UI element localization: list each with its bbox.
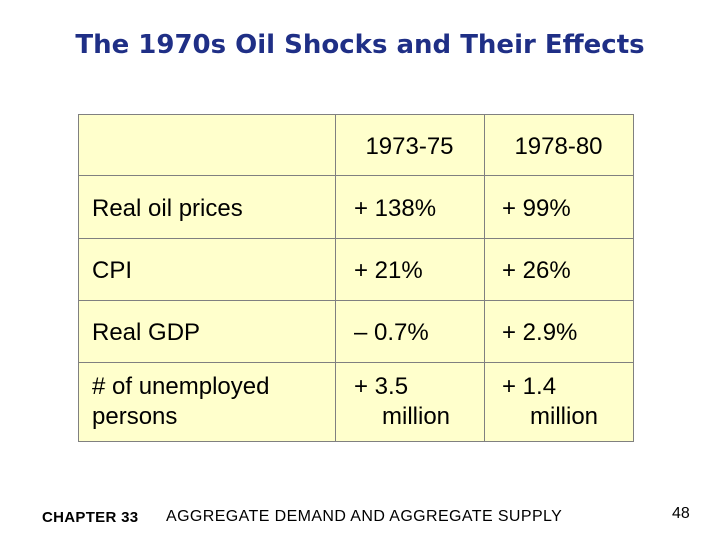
table-border-right — [633, 114, 634, 442]
table-column-divider — [484, 114, 485, 442]
row-label-cpi: CPI — [92, 257, 133, 284]
table-border-top — [78, 114, 634, 115]
table-row-divider — [78, 362, 634, 363]
row-label-line: # of unemployed — [92, 373, 270, 400]
slide-title: The 1970s Oil Shocks and Their Effects — [75, 30, 645, 60]
data-table — [78, 114, 634, 442]
column-header-1978-80: 1978-80 — [514, 133, 603, 160]
cell-oil-1973-75: + 138% — [354, 195, 437, 222]
page-number: 48 — [672, 505, 690, 522]
cell-oil-1978-80: + 99% — [502, 195, 571, 222]
cell-value-line: million — [382, 403, 451, 430]
cell-value-line: + 1.4 — [502, 373, 557, 400]
cell-gdp-1973-75: – 0.7% — [354, 319, 429, 346]
table-row-divider — [78, 300, 634, 301]
column-header-1973-75: 1973-75 — [365, 133, 454, 160]
footer-chapter: CHAPTER 33 — [42, 509, 139, 526]
cell-unemployed-1973-75: + 3.5 million — [354, 372, 450, 432]
table-row-divider — [78, 175, 634, 176]
cell-gdp-1978-80: + 2.9% — [502, 319, 578, 346]
table-column-divider — [335, 114, 336, 442]
row-label-real-gdp: Real GDP — [92, 319, 201, 346]
table-border-left — [78, 114, 79, 442]
row-label-real-oil-prices: Real oil prices — [92, 195, 243, 222]
table-row-divider — [78, 238, 634, 239]
cell-value-line: + 3.5 — [354, 373, 409, 400]
cell-unemployed-1978-80: + 1.4 million — [502, 372, 598, 432]
cell-value-line: million — [530, 403, 599, 430]
row-label-unemployed: # of unemployed persons — [92, 372, 269, 432]
footer-topic: AGGREGATE DEMAND AND AGGREGATE SUPPLY — [166, 508, 563, 525]
table-border-bottom — [78, 441, 634, 442]
cell-cpi-1973-75: + 21% — [354, 257, 423, 284]
row-label-line: persons — [92, 403, 178, 430]
cell-cpi-1978-80: + 26% — [502, 257, 571, 284]
